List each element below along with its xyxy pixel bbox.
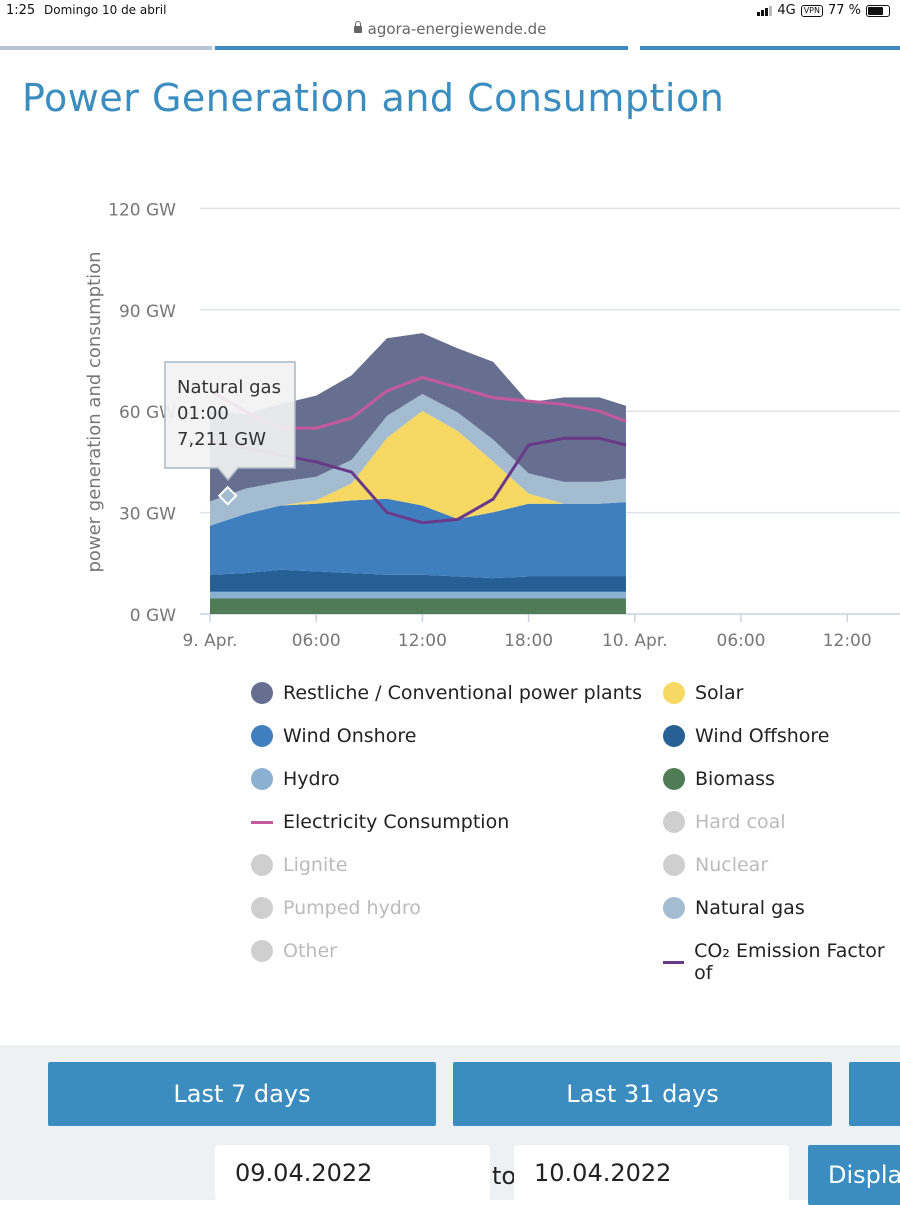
status-bar: 1:25 Domingo 10 de abril 4G VPN 77 % <box>0 0 900 22</box>
page-title: Power Generation and Consumption <box>22 76 725 120</box>
legend-dot-icon <box>663 725 685 747</box>
x-tick-label: 06:00 <box>717 631 766 651</box>
tab-indicator <box>215 46 628 50</box>
y-tick-label: 120 GW <box>108 200 176 220</box>
legend-line-icon <box>663 960 685 964</box>
legend-dot-icon <box>251 854 273 876</box>
legend-item-restliche-conventional-power-plants[interactable]: Restliche / Conventional power plants <box>251 682 642 704</box>
legend-item-nuclear[interactable]: Nuclear <box>663 854 768 876</box>
x-tick-label: 9. Apr. <box>183 631 238 651</box>
status-time: 1:25 <box>6 3 36 18</box>
legend-label: Nuclear <box>695 854 769 876</box>
last-7-days-button[interactable]: Last 7 days <box>48 1062 436 1126</box>
last-31-days-button[interactable]: Last 31 days <box>453 1062 832 1126</box>
x-tick-label: 12:00 <box>398 631 447 651</box>
legend-dot-icon <box>251 725 273 747</box>
legend-dot-icon <box>251 768 273 790</box>
tooltip-marker <box>217 485 238 506</box>
lock-icon <box>353 21 362 33</box>
legend-dot-icon <box>251 682 273 704</box>
legend-item-hydro[interactable]: Hydro <box>251 768 340 790</box>
legend-item-wind-onshore[interactable]: Wind Onshore <box>251 725 416 747</box>
area-wind-onshore[interactable] <box>210 498 626 579</box>
to-label: to <box>492 1162 517 1190</box>
power-chart[interactable]: 0 GW 30 GW 60 GW 90 GW 120 GW power generatio… <box>0 0 900 660</box>
legend-item-natural-gas[interactable]: Natural gas <box>663 897 805 919</box>
legend-item-solar[interactable]: Solar <box>663 682 743 704</box>
area-restliche-conventional-power-plants[interactable] <box>210 333 626 502</box>
battery-icon <box>866 4 890 17</box>
y-tick-label: 90 GW <box>119 302 176 322</box>
area-biomass[interactable] <box>210 598 626 614</box>
legend-label: Lignite <box>283 854 348 876</box>
x-tick-label: 12:00 <box>823 631 872 651</box>
x-tick-label: 10. Apr. <box>602 631 668 651</box>
address-bar[interactable]: agora-energiewende.de <box>0 20 900 46</box>
tooltip-value: 7,211 GW <box>177 429 266 450</box>
legend-item-lignite[interactable]: Lignite <box>251 854 347 876</box>
legend-dot-icon <box>663 811 685 833</box>
legend-label: Solar <box>695 682 744 704</box>
signal-icon <box>757 5 773 16</box>
x-tick-label: 06:00 <box>292 631 341 651</box>
legend-label: Pumped hydro <box>283 897 421 919</box>
legend-dot-icon <box>663 682 685 704</box>
legend-item-co-emission-factor-of[interactable]: CO₂ Emission Factor of <box>663 940 900 984</box>
legend-label: Electricity Consumption <box>283 811 510 833</box>
legend-label: Restliche / Conventional power plants <box>283 682 643 704</box>
x-tick-label: 18:00 <box>504 631 553 651</box>
network-label: 4G <box>777 3 796 18</box>
area-wind-offshore[interactable] <box>210 569 626 592</box>
area-natural-gas[interactable] <box>210 393 626 526</box>
legend-label: Biomass <box>695 768 775 790</box>
area-hydro[interactable] <box>210 591 626 599</box>
y-axis-label: power generation and consumption <box>84 251 105 572</box>
url-text[interactable]: agora-energiewende.de <box>367 20 547 38</box>
y-tick-label: 0 GW <box>130 606 176 626</box>
to-date-input[interactable]: 10.04.2022 <box>514 1145 789 1201</box>
legend-item-electricity-consumption[interactable]: Electricity Consumption <box>251 811 509 833</box>
vpn-badge: VPN <box>800 4 823 17</box>
tooltip-time: 01:00 <box>177 403 229 424</box>
y-tick-label: 60 GW <box>119 403 176 423</box>
legend-line-icon <box>251 820 273 824</box>
display-button[interactable]: Display <box>808 1145 900 1205</box>
y-tick-label: 30 GW <box>119 505 176 525</box>
legend-label: Other <box>283 940 337 962</box>
date-controls: Last 7 days Last 31 days 09.04.2022 to 1… <box>0 1045 900 1205</box>
legend-dot-icon <box>663 768 685 790</box>
legend-dot-icon <box>251 940 273 962</box>
legend-dot-icon <box>663 897 685 919</box>
legend-dot-icon <box>663 854 685 876</box>
from-date-input[interactable]: 09.04.2022 <box>215 1145 490 1201</box>
area-solar[interactable] <box>210 410 626 526</box>
legend-label: CO₂ Emission Factor of <box>694 940 885 984</box>
legend-item-other[interactable]: Other <box>251 940 337 962</box>
tab-indicator <box>0 46 212 50</box>
legend-item-biomass[interactable]: Biomass <box>663 768 775 790</box>
legend-item-wind-offshore[interactable]: Wind Offshore <box>663 725 829 747</box>
legend-label: Wind Offshore <box>695 725 830 747</box>
tooltip-series: Natural gas <box>177 377 281 398</box>
legend-label: Wind Onshore <box>283 725 417 747</box>
legend-dot-icon <box>251 897 273 919</box>
legend-item-hard-coal[interactable]: Hard coal <box>663 811 786 833</box>
status-indicators: 4G VPN 77 % <box>757 3 890 18</box>
legend-label: Natural gas <box>695 897 805 919</box>
legend-label: Hydro <box>283 768 340 790</box>
status-date: Domingo 10 de abril <box>44 3 167 17</box>
battery-percent: 77 % <box>827 3 861 18</box>
tab-indicator <box>640 46 900 50</box>
tooltip-box <box>164 361 296 482</box>
legend-item-pumped-hydro[interactable]: Pumped hydro <box>251 897 421 919</box>
range-button-partial[interactable] <box>849 1062 900 1126</box>
legend-label: Hard coal <box>695 811 786 833</box>
